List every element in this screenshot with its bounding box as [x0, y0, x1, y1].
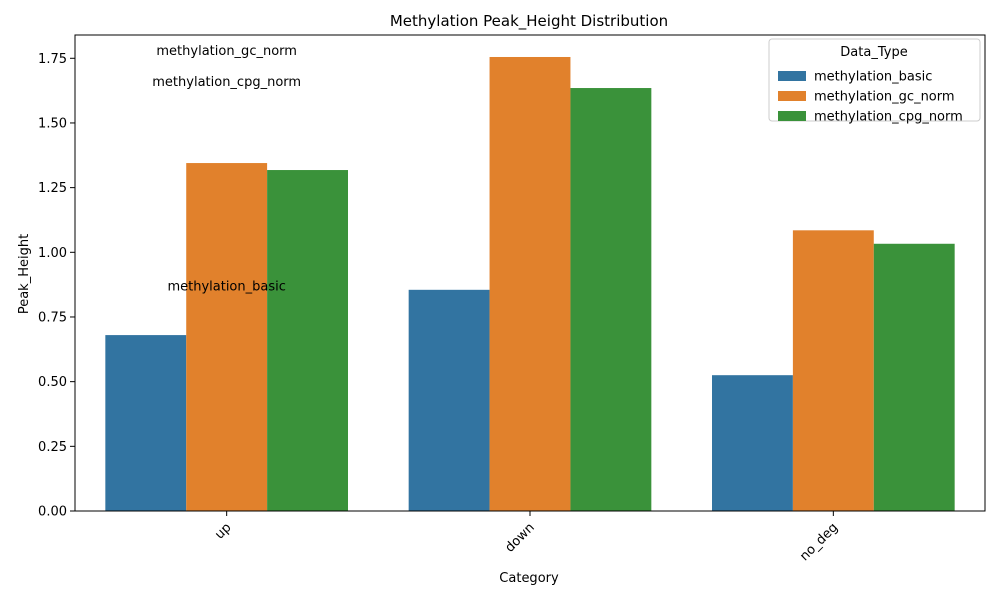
legend: Data_Type methylation_basic methylation_g… — [768, 38, 981, 125]
annotation-methylation_basic: methylation_basic — [167, 279, 285, 294]
bar-methylation_basic-down — [408, 289, 490, 511]
bar-methylation_cpg_norm-down — [570, 88, 652, 512]
bar-methylation_gc_norm-down — [489, 56, 571, 511]
x-tick-label-up: up — [212, 520, 234, 542]
y-tick-label: 1.50 — [38, 116, 67, 131]
bar-methylation_basic-up — [105, 335, 187, 511]
bar-methylation_gc_norm-up — [186, 163, 268, 511]
y-tick-label: 1.75 — [38, 52, 67, 67]
annotation-methylation_gc_norm: methylation_gc_norm — [156, 44, 297, 59]
bar-methylation_cpg_norm-up — [267, 170, 348, 511]
plot-frame — [74, 34, 986, 512]
y-tick-label: 0.25 — [38, 440, 67, 455]
legend-label-methylation_cpg_norm: methylation_cpg_norm — [814, 110, 963, 125]
chart-title: Methylation Peak_Height Distribution — [390, 12, 668, 31]
bars-group — [105, 56, 955, 512]
bar-methylation_basic-no_deg — [712, 375, 793, 511]
x-axis: up down no_deg — [212, 511, 841, 564]
y-tick-label: 1.00 — [38, 246, 67, 261]
y-axis: 0.00 0.25 0.50 0.75 1.00 1.25 1.50 1.75 — [38, 52, 75, 520]
x-tick-label-down: down — [502, 520, 537, 555]
legend-swatch-methylation_cpg_norm — [778, 111, 806, 121]
x-axis-label: Category — [499, 571, 559, 586]
legend-label-methylation_gc_norm: methylation_gc_norm — [814, 90, 955, 105]
y-axis-label: Peak_Height — [17, 234, 32, 314]
legend-box — [768, 38, 981, 122]
annotations-group: methylation_gc_norm methylation_cpg_normm… — [152, 44, 301, 294]
legend-swatch-methylation_gc_norm — [778, 91, 806, 101]
bar-methylation_gc_norm-no_deg — [792, 230, 874, 511]
x-tick-label-no_deg: no_deg — [797, 520, 841, 564]
y-tick-label: 0.00 — [38, 505, 67, 520]
legend-label-methylation_basic: methylation_basic — [814, 70, 932, 85]
y-tick-label: 1.25 — [38, 181, 67, 196]
annotation-methylation_cpg_norm: methylation_cpg_norm — [152, 75, 301, 90]
y-tick-label: 0.75 — [38, 310, 67, 325]
y-tick-label: 0.50 — [38, 375, 67, 390]
legend-title: Data_Type — [840, 45, 907, 60]
legend-swatch-methylation_basic — [778, 71, 806, 81]
bar-methylation_cpg_norm-no_deg — [873, 243, 955, 511]
